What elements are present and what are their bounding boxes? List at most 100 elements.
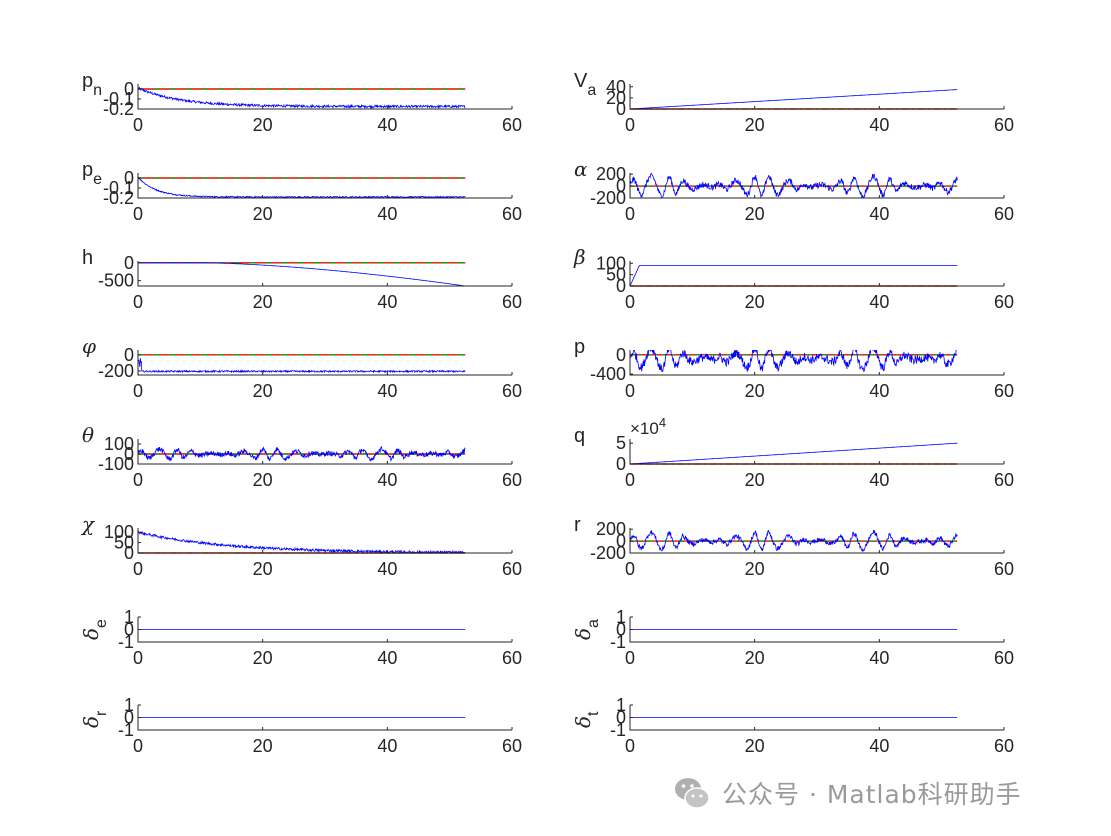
y-tick-label: 0 [616,620,626,640]
y-tick-label: -0.1 [103,178,134,198]
x-tick-label: 20 [253,559,273,579]
x-tick-label: 20 [745,648,765,668]
axes [629,84,1004,110]
y-axis-label: δe [79,619,110,640]
x-tick-label: 40 [869,381,889,401]
y-axis-label: δa [571,619,602,640]
x-tick-label: 0 [625,736,635,756]
axes [137,528,512,554]
series-line [630,442,958,464]
watermark: 公众号 · Matlab科研助手 [672,773,1022,813]
wechat-icon [675,778,710,809]
x-tick-label: 20 [253,115,273,135]
y-tick-label: 5 [616,433,626,453]
axis-exponent: ×104 [630,415,666,438]
x-tick-label: 0 [133,736,143,756]
y-axis-label: δr [79,710,110,728]
x-tick-label: 40 [869,292,889,312]
y-tick-label: 0 [616,345,626,365]
series-line [630,529,958,552]
x-tick-label: 40 [377,559,397,579]
x-tick-label: 40 [377,204,397,224]
y-tick-label: -100 [98,454,134,474]
y-tick-label: 0 [616,531,626,551]
y-tick-label: -200 [590,188,626,208]
x-tick-label: 60 [994,736,1014,756]
y-axis-label: θ [82,423,94,447]
y-tick-label: -200 [98,361,134,381]
x-tick-label: 60 [994,115,1014,135]
x-tick-label: 20 [745,204,765,224]
series-line [138,262,466,286]
x-tick-label: 20 [253,204,273,224]
x-tick-label: 40 [377,470,397,490]
y-tick-label: 0 [616,708,626,728]
y-axis-label: Va [574,70,596,99]
y-tick-label: -1 [610,720,626,740]
x-tick-label: 20 [745,292,765,312]
y-axis-label: pn [82,70,102,99]
x-tick-label: 60 [994,559,1014,579]
y-tick-label: 20 [606,88,626,108]
series-line [138,86,466,109]
y-axis-label: r [574,514,581,536]
y-tick-label: 0 [124,168,134,188]
x-tick-label: 60 [502,292,522,312]
x-tick-label: 40 [377,736,397,756]
x-tick-label: 60 [994,470,1014,490]
axes [629,261,1004,287]
x-tick-label: 0 [625,292,635,312]
x-tick-label: 60 [502,470,522,490]
x-tick-label: 0 [625,381,635,401]
x-tick-label: 20 [745,470,765,490]
x-tick-label: 20 [253,470,273,490]
y-tick-label: 1 [124,695,134,715]
x-tick-label: 60 [994,204,1014,224]
y-tick-label: 0 [616,276,626,296]
y-tick-label: -0.1 [103,89,134,109]
y-axis-label: δt [571,711,602,728]
x-tick-label: 40 [869,115,889,135]
x-tick-label: 60 [502,648,522,668]
y-tick-label: -1 [610,632,626,652]
x-tick-label: 60 [502,736,522,756]
y-tick-label: 1 [616,695,626,715]
x-tick-label: 20 [745,736,765,756]
x-tick-label: 40 [377,648,397,668]
y-tick-label: 200 [596,519,626,539]
x-tick-label: 0 [133,559,143,579]
y-tick-label: 50 [114,533,134,553]
y-tick-label: 0 [616,176,626,196]
subplot-1: 0 20 40 600-0.1-0.2pn [82,70,522,135]
y-tick-label: 0 [616,454,626,474]
x-tick-label: 20 [745,381,765,401]
x-tick-label: 60 [994,292,1014,312]
y-tick-label: 0 [124,79,134,99]
x-tick-label: 60 [502,559,522,579]
x-tick-label: 60 [994,648,1014,668]
x-tick-label: 0 [625,470,635,490]
y-tick-label: 100 [104,522,134,542]
y-axis-label: p [574,336,585,358]
x-tick-label: 40 [869,470,889,490]
y-axis-label: α [574,157,588,181]
watermark-text: 公众号 · Matlab科研助手 [722,780,1022,809]
x-tick-label: 20 [745,115,765,135]
x-tick-label: 40 [377,292,397,312]
subplot-3: 0 20 40 600-0.1-0.2pe [82,159,522,224]
x-tick-label: 40 [869,559,889,579]
x-tick-label: 40 [869,204,889,224]
x-tick-label: 20 [253,381,273,401]
x-tick-label: 0 [625,648,635,668]
y-axis-label: φ [82,334,96,358]
x-tick-label: 40 [377,381,397,401]
series-line [630,89,958,109]
y-tick-label: -200 [590,543,626,563]
y-tick-label: 100 [596,253,626,273]
x-tick-label: 0 [133,204,143,224]
